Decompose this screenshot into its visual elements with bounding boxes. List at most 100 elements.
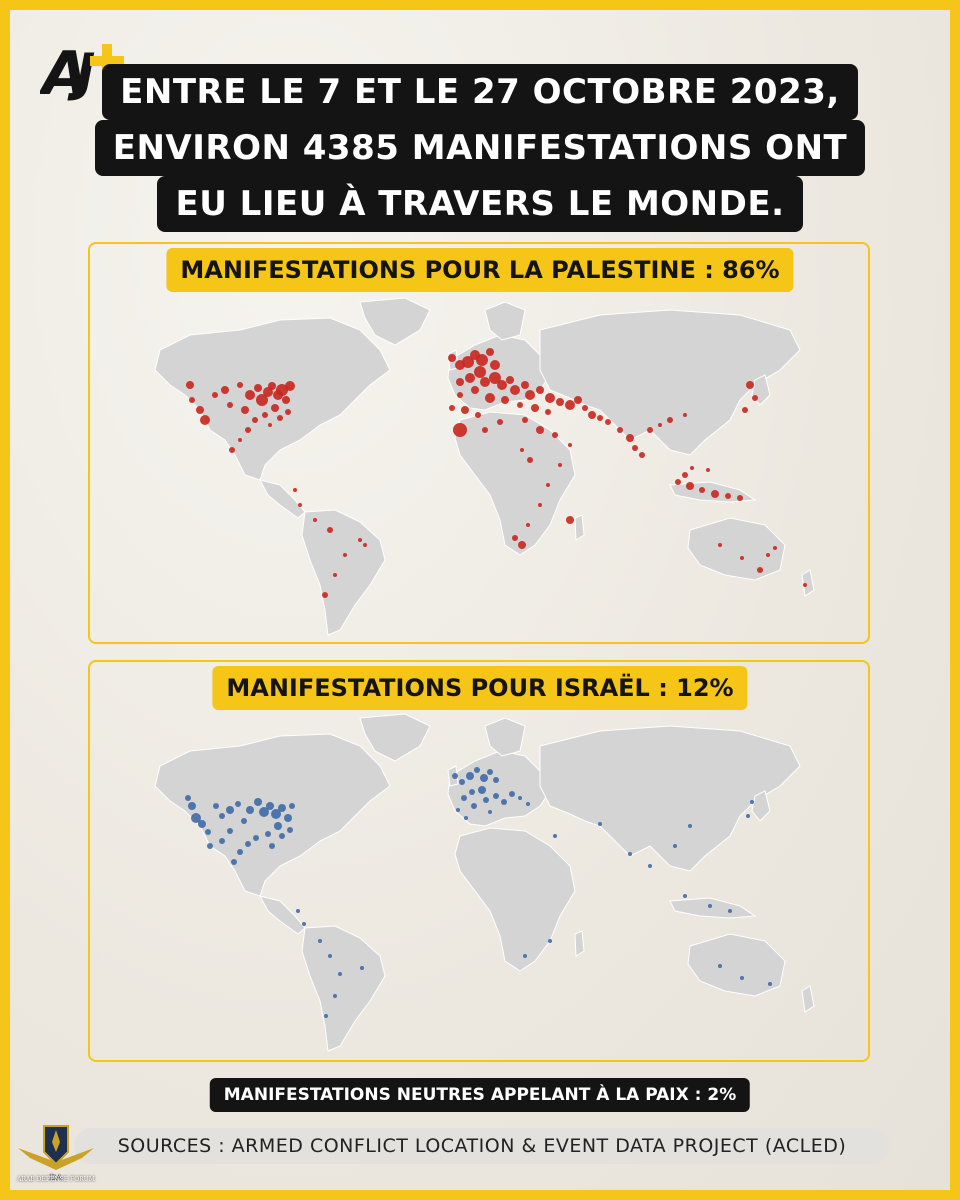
protest-marker bbox=[648, 864, 652, 868]
protest-marker bbox=[518, 541, 526, 549]
protest-marker bbox=[728, 909, 732, 913]
protest-marker bbox=[546, 483, 550, 487]
protest-marker bbox=[486, 348, 494, 356]
protest-marker bbox=[510, 385, 520, 395]
protest-marker bbox=[282, 396, 290, 404]
protest-marker bbox=[545, 409, 551, 415]
protest-marker bbox=[262, 412, 268, 418]
protest-marker bbox=[333, 573, 337, 577]
headline: ENTRE LE 7 ET LE 27 OCTOBRE 2023, ENVIRO… bbox=[0, 64, 960, 232]
protest-marker bbox=[448, 354, 456, 362]
africa-landmass bbox=[454, 827, 576, 972]
protest-marker bbox=[279, 833, 285, 839]
protest-marker bbox=[205, 829, 211, 835]
protest-marker bbox=[471, 386, 479, 394]
protest-marker bbox=[673, 844, 677, 848]
protest-marker bbox=[487, 769, 493, 775]
protest-marker bbox=[667, 417, 673, 423]
japan-landmass bbox=[751, 790, 771, 822]
protest-marker bbox=[683, 894, 687, 898]
protest-marker bbox=[465, 373, 475, 383]
protest-marker bbox=[449, 405, 455, 411]
protest-marker bbox=[196, 406, 204, 414]
protest-marker bbox=[476, 354, 488, 366]
protest-marker bbox=[483, 797, 489, 803]
protest-marker bbox=[237, 382, 243, 388]
protest-marker bbox=[803, 583, 807, 587]
protest-marker bbox=[358, 538, 362, 542]
headline-line-3: EU LIEU À TRAVERS LE MONDE. bbox=[157, 176, 803, 232]
protest-marker bbox=[256, 394, 268, 406]
protest-marker bbox=[302, 922, 306, 926]
protest-marker bbox=[488, 810, 492, 814]
protest-marker bbox=[647, 427, 653, 433]
protest-marker bbox=[285, 381, 295, 391]
asia-landmass bbox=[539, 725, 801, 872]
protest-marker bbox=[568, 443, 572, 447]
madagascar-landmass bbox=[574, 930, 585, 957]
protest-marker bbox=[289, 803, 295, 809]
protest-marker bbox=[471, 803, 477, 809]
protest-marker bbox=[706, 468, 710, 472]
protest-marker bbox=[711, 490, 719, 498]
protest-marker bbox=[536, 386, 544, 394]
protest-marker bbox=[276, 384, 288, 396]
new-zealand-landmass bbox=[801, 985, 815, 1013]
israel-label: MANIFESTATIONS POUR ISRAËL : 12% bbox=[212, 666, 748, 710]
aj-plus-logo: A J bbox=[40, 39, 124, 104]
protest-marker bbox=[189, 397, 195, 403]
protest-marker bbox=[526, 523, 530, 527]
protest-marker bbox=[588, 411, 596, 419]
protest-marker bbox=[558, 463, 562, 467]
protest-marker bbox=[686, 482, 694, 490]
protest-marker bbox=[252, 417, 258, 423]
protest-marker bbox=[493, 777, 499, 783]
protest-marker bbox=[318, 939, 322, 943]
protest-marker bbox=[768, 982, 772, 986]
protest-marker bbox=[497, 419, 503, 425]
protest-marker bbox=[186, 381, 194, 389]
protest-marker bbox=[565, 400, 575, 410]
protest-marker bbox=[475, 412, 481, 418]
protest-marker bbox=[531, 404, 539, 412]
protest-marker bbox=[480, 377, 490, 387]
protest-marker bbox=[566, 516, 574, 524]
protest-marker bbox=[254, 798, 262, 806]
protest-marker bbox=[459, 779, 465, 785]
protest-marker bbox=[526, 802, 530, 806]
protest-marker bbox=[597, 415, 603, 421]
protest-marker bbox=[271, 809, 281, 819]
protest-marker bbox=[658, 423, 662, 427]
scandinavia-landmass bbox=[484, 301, 526, 341]
protest-marker bbox=[453, 423, 467, 437]
protest-marker bbox=[757, 567, 763, 573]
protest-marker bbox=[737, 495, 743, 501]
protest-marker bbox=[241, 406, 249, 414]
sources-line: SOURCES : ARMED CONFLICT LOCATION & EVEN… bbox=[74, 1128, 890, 1164]
protest-marker bbox=[338, 972, 342, 976]
protest-marker bbox=[227, 828, 233, 834]
protest-marker bbox=[452, 773, 458, 779]
protest-marker bbox=[185, 795, 191, 801]
protest-marker bbox=[522, 417, 528, 423]
protest-marker bbox=[708, 904, 712, 908]
madagascar-landmass bbox=[574, 514, 585, 541]
protest-marker bbox=[688, 824, 692, 828]
protest-marker bbox=[461, 406, 469, 414]
protest-marker bbox=[478, 786, 486, 794]
protest-marker bbox=[219, 813, 225, 819]
protest-marker bbox=[274, 822, 282, 830]
protest-marker bbox=[241, 818, 247, 824]
protest-marker bbox=[259, 807, 269, 817]
protest-marker bbox=[245, 427, 251, 433]
protest-marker bbox=[469, 789, 475, 795]
australia-landmass bbox=[687, 517, 786, 581]
protest-marker bbox=[188, 802, 196, 810]
headline-line-1: ENTRE LE 7 ET LE 27 OCTOBRE 2023, bbox=[102, 64, 858, 120]
protest-marker bbox=[766, 553, 770, 557]
protest-marker bbox=[268, 423, 272, 427]
south-america-landmass bbox=[301, 509, 386, 636]
protest-marker bbox=[501, 799, 507, 805]
protest-marker bbox=[480, 774, 488, 782]
protest-marker bbox=[360, 966, 364, 970]
